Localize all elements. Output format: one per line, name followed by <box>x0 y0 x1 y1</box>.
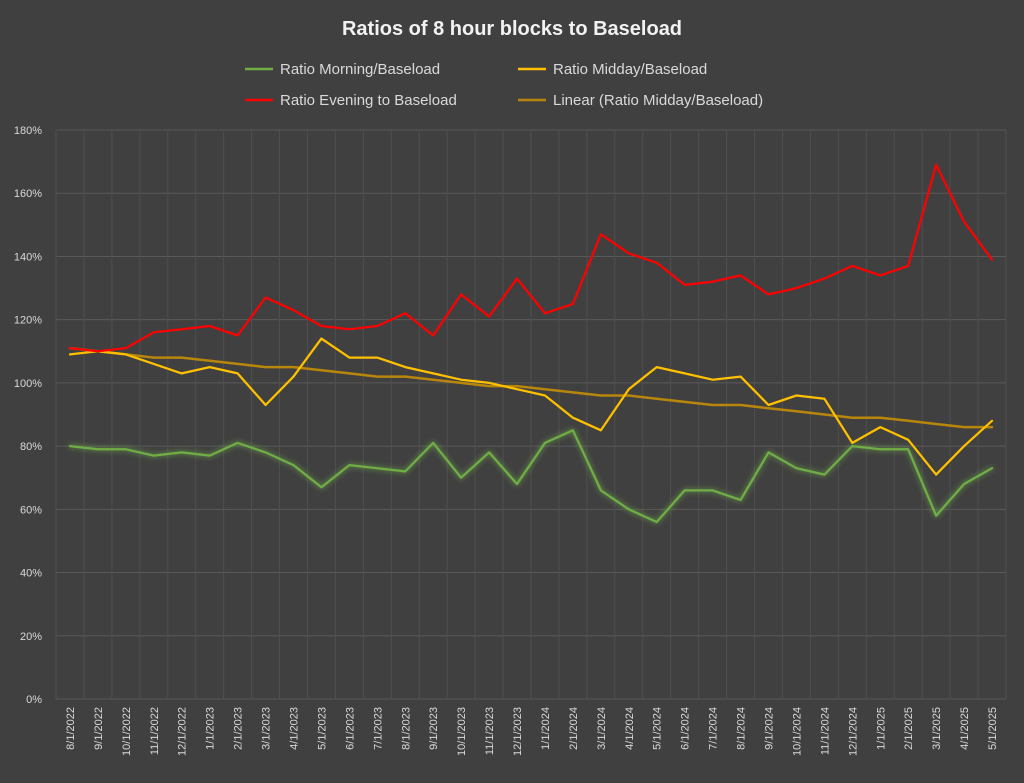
legend: Ratio Morning/Baseload Ratio Midday/Basel… <box>245 61 763 109</box>
x-tick-label: 2/1/2024 <box>568 707 580 750</box>
y-axis: 0% 20% 40% 60% 80% 100% 120% 140% 160% 180% <box>14 125 42 706</box>
x-axis: 8/1/2022 9/1/2022 10/1/2022 11/1/2022 12/1/2… <box>65 707 999 756</box>
x-tick-label: 12/1/2022 <box>177 707 189 756</box>
x-tick-label: 12/1/2023 <box>512 707 524 756</box>
legend-label: Ratio Midday/Baseload <box>553 61 707 78</box>
x-tick-label: 10/1/2023 <box>456 707 468 756</box>
x-tick-label: 4/1/2024 <box>624 707 636 750</box>
y-tick-label: 40% <box>20 568 42 580</box>
y-tick-label: 20% <box>20 631 42 643</box>
series-lines <box>68 163 994 524</box>
x-tick-label: 6/1/2024 <box>680 707 692 750</box>
x-tick-label: 7/1/2023 <box>372 707 384 750</box>
x-tick-label: 12/1/2024 <box>847 707 859 756</box>
x-tick-label: 10/1/2024 <box>791 707 803 756</box>
series-line-1 <box>68 337 994 476</box>
y-tick-label: 0% <box>26 694 42 706</box>
x-tick-label: 3/1/2025 <box>931 707 943 750</box>
x-tick-label: 4/1/2025 <box>959 707 971 750</box>
x-tick-label: 11/1/2024 <box>819 707 831 755</box>
y-tick-label: 160% <box>14 188 42 200</box>
x-tick-label: 7/1/2024 <box>708 707 720 750</box>
x-tick-label: 8/1/2024 <box>736 707 748 750</box>
x-tick-label: 6/1/2023 <box>344 707 356 750</box>
x-tick-label: 2/1/2025 <box>903 707 915 750</box>
y-tick-label: 180% <box>14 125 42 137</box>
x-tick-label: 5/1/2025 <box>987 707 999 750</box>
series-line-3 <box>68 346 994 429</box>
x-tick-label: 9/1/2022 <box>93 707 105 750</box>
x-tick-label: 10/1/2022 <box>121 707 133 756</box>
y-tick-label: 100% <box>14 378 42 390</box>
x-tick-label: 11/1/2022 <box>149 707 161 755</box>
x-tick-label: 3/1/2024 <box>596 707 608 750</box>
legend-label: Ratio Evening to Baseload <box>280 92 457 109</box>
series-line-2 <box>68 163 994 353</box>
legend-label: Linear (Ratio Midday/Baseload) <box>553 92 763 109</box>
x-tick-label: 9/1/2023 <box>428 707 440 750</box>
x-tick-label: 1/1/2025 <box>875 707 887 750</box>
x-tick-label: 4/1/2023 <box>289 707 301 750</box>
x-tick-label: 8/1/2023 <box>400 707 412 750</box>
y-tick-label: 120% <box>14 315 42 327</box>
x-tick-label: 1/1/2024 <box>540 707 552 750</box>
chart-title: Ratios of 8 hour blocks to Baseload <box>342 18 682 40</box>
x-tick-label: 5/1/2024 <box>652 707 664 750</box>
y-tick-label: 140% <box>14 251 42 263</box>
gridlines <box>55 129 1007 700</box>
x-tick-label: 8/1/2022 <box>65 707 77 750</box>
x-tick-label: 11/1/2023 <box>484 707 496 755</box>
legend-label: Ratio Morning/Baseload <box>280 61 440 78</box>
x-tick-label: 1/1/2023 <box>205 707 217 750</box>
x-tick-label: 5/1/2023 <box>316 707 328 750</box>
x-tick-label: 3/1/2023 <box>261 707 273 750</box>
x-tick-label: 2/1/2023 <box>233 707 245 750</box>
series-line-0 <box>68 429 994 524</box>
x-tick-label: 9/1/2024 <box>764 707 776 750</box>
y-tick-label: 80% <box>20 441 42 453</box>
y-tick-label: 60% <box>20 504 42 516</box>
